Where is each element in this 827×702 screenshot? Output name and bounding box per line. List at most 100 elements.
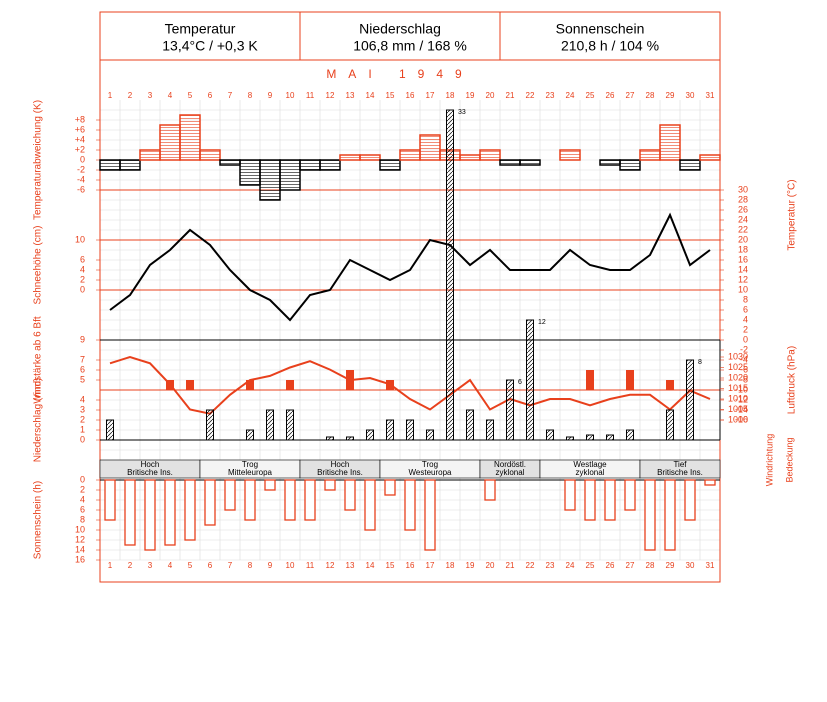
deviation-bar xyxy=(479,149,501,161)
y-tick-label: 1 xyxy=(80,424,85,434)
day-label: 5 xyxy=(188,91,193,100)
regime-cell xyxy=(639,459,721,479)
regime-label: Westlage xyxy=(573,460,607,469)
day-label: 19 xyxy=(466,561,475,570)
bar xyxy=(164,479,176,546)
y-tick-label: -8 xyxy=(740,374,748,384)
y-tick-label: 10 xyxy=(75,524,85,534)
day-label: 11 xyxy=(306,91,315,100)
y-tick-label: 30 xyxy=(738,184,748,194)
day-label: 4 xyxy=(168,91,173,100)
y-tick-label: 8 xyxy=(743,294,748,304)
y-tick-label: -2 xyxy=(740,344,748,354)
day-label: 23 xyxy=(546,561,555,570)
regime-label: Britische Ins. xyxy=(127,468,173,477)
day-label: 23 xyxy=(546,91,555,100)
bar xyxy=(626,370,634,390)
bar xyxy=(704,479,716,486)
y-tick-label: 1005 xyxy=(728,404,748,414)
bar xyxy=(304,479,316,521)
day-label: 9 xyxy=(268,91,273,100)
bar xyxy=(286,409,294,441)
day-label: 4 xyxy=(168,561,173,570)
y-tick-label: 10 xyxy=(738,284,748,294)
deviation-bar xyxy=(499,159,521,166)
y-tick-label: 16 xyxy=(75,554,85,564)
deviation-bar xyxy=(699,154,721,161)
y-tick-label: 6 xyxy=(80,504,85,514)
y-tick-label: 1020 xyxy=(728,372,748,382)
day-label: 31 xyxy=(706,561,715,570)
y-tick-label: -6 xyxy=(740,364,748,374)
day-label: 6 xyxy=(208,91,213,100)
y-tick-label: 12 xyxy=(738,274,748,284)
y-tick-label: 3 xyxy=(80,404,85,414)
header-value: 106,8 mm / 168 % xyxy=(353,38,467,54)
header-label: Temperatur xyxy=(165,21,236,37)
regime-label: Britische Ins. xyxy=(317,468,363,477)
y-tick-label: 26 xyxy=(738,204,748,214)
day-label: 15 xyxy=(386,561,395,570)
day-label: 8 xyxy=(248,91,253,100)
axis-label: Temperaturabweichung (K) xyxy=(33,100,44,220)
day-label: 2 xyxy=(128,561,133,570)
deviation-bar xyxy=(379,159,401,171)
y-tick-label: 6 xyxy=(743,304,748,314)
day-label: 3 xyxy=(148,91,153,100)
bar xyxy=(346,370,354,390)
bar xyxy=(246,380,254,390)
day-label: 25 xyxy=(586,91,595,100)
y-tick-label: 16 xyxy=(738,254,748,264)
day-label: 21 xyxy=(506,561,515,570)
y-tick-label: 0 xyxy=(80,284,85,294)
axis-label: Bedeckung xyxy=(784,437,794,482)
y-tick-label: 28 xyxy=(738,194,748,204)
day-label: 24 xyxy=(566,561,575,570)
y-tick-label: -2 xyxy=(77,164,85,174)
y-tick-label: 0 xyxy=(80,434,85,444)
bar xyxy=(426,429,434,441)
bar xyxy=(586,370,594,390)
bar xyxy=(604,479,616,521)
axis-label: Niederschlag (mm) xyxy=(33,378,44,462)
bar xyxy=(384,479,396,496)
regime-label: Hoch xyxy=(141,460,160,469)
regime-label: Trog xyxy=(242,460,258,469)
day-label: 7 xyxy=(228,91,233,100)
day-label: 27 xyxy=(626,91,635,100)
day-label: 15 xyxy=(386,91,395,100)
y-tick-label: 14 xyxy=(738,264,748,274)
deviation-bar xyxy=(599,159,621,166)
deviation-bar xyxy=(639,149,661,161)
y-tick-label: 4 xyxy=(743,314,748,324)
deviation-bar xyxy=(419,134,441,161)
day-label: 20 xyxy=(486,91,495,100)
day-label: 24 xyxy=(566,91,575,100)
bar xyxy=(626,429,634,441)
data-label: 8 xyxy=(698,359,702,366)
bar xyxy=(446,109,454,441)
day-label: 19 xyxy=(466,91,475,100)
y-tick-label: 10 xyxy=(75,234,85,244)
y-tick-label: 4 xyxy=(80,394,85,404)
y-tick-label: -16 xyxy=(735,414,748,424)
y-tick-label: -10 xyxy=(735,384,748,394)
bar xyxy=(564,479,576,511)
day-label: 25 xyxy=(586,561,595,570)
y-tick-label: 12 xyxy=(75,534,85,544)
bar xyxy=(184,479,196,541)
day-label: 14 xyxy=(366,561,375,570)
regime-label: zyklonal xyxy=(576,468,605,477)
y-tick-label: 1000 xyxy=(728,414,748,424)
day-label: 20 xyxy=(486,561,495,570)
deviation-bar xyxy=(519,159,541,166)
day-label: 28 xyxy=(646,561,655,570)
regime-label: Mitteleuropa xyxy=(228,468,273,477)
bar xyxy=(366,429,374,441)
bar xyxy=(486,419,494,441)
y-tick-label: 0 xyxy=(743,334,748,344)
bar xyxy=(324,479,336,491)
y-tick-label: -14 xyxy=(735,404,748,414)
day-label: 3 xyxy=(148,561,153,570)
day-label: 22 xyxy=(526,561,535,570)
